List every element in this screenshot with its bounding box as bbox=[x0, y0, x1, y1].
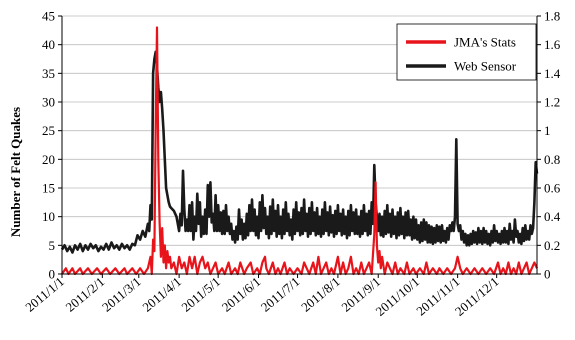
right-tick-label-0: 0 bbox=[544, 267, 551, 282]
left-tick-label-3: 15 bbox=[42, 181, 55, 196]
right-tick-label-3: 0.6 bbox=[544, 181, 561, 196]
legend-box bbox=[396, 23, 537, 81]
left-tick-label-0: 0 bbox=[49, 267, 56, 282]
right-tick-label-2: 0.4 bbox=[544, 209, 561, 224]
right-tick-label-5: 1 bbox=[544, 123, 551, 138]
right-tick-label-6: 1.2 bbox=[544, 95, 560, 110]
y-axis-title: Number of Felt Quakes bbox=[8, 107, 23, 237]
legend-label-jma: JMA's Stats bbox=[454, 35, 516, 50]
right-tick-label-8: 1.6 bbox=[544, 37, 561, 52]
series-line-web-sensor bbox=[60, 50, 539, 254]
left-tick-label-8: 40 bbox=[42, 37, 55, 52]
left-tick-label-5: 25 bbox=[42, 123, 55, 138]
left-tick-label-1: 5 bbox=[49, 238, 56, 253]
left-tick-label-7: 35 bbox=[42, 66, 55, 81]
left-tick-label-9: 45 bbox=[42, 9, 55, 24]
right-tick-label-4: 0.8 bbox=[544, 152, 560, 167]
right-tick-label-7: 1.4 bbox=[544, 66, 561, 81]
right-tick-label-1: 0.2 bbox=[544, 238, 560, 253]
left-tick-label-6: 30 bbox=[42, 95, 55, 110]
left-y-axis-ticks: 0 5 10 15 20 25 30 35 40 45 bbox=[42, 9, 62, 282]
right-y-axis-ticks: 0 0.2 0.4 0.6 0.8 1 1.2 1.4 1.6 1.8 bbox=[537, 9, 561, 282]
left-tick-label-2: 10 bbox=[42, 209, 55, 224]
legend: JMA's Stats Web Sensor bbox=[396, 23, 537, 81]
left-tick-label-4: 20 bbox=[42, 152, 55, 167]
legend-label-web-sensor: Web Sensor bbox=[454, 59, 517, 74]
right-tick-label-9: 1.8 bbox=[544, 9, 560, 24]
